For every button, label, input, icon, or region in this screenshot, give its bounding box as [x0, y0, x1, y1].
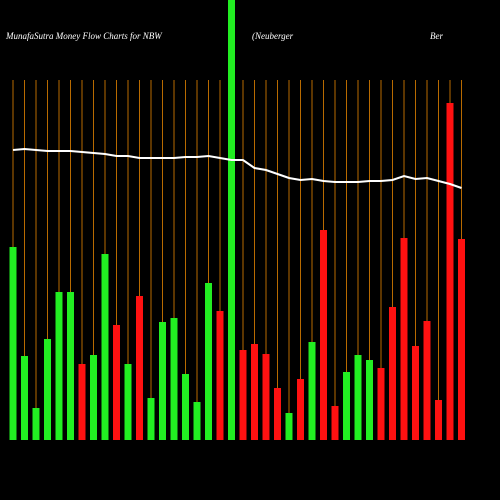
bar [182, 374, 189, 440]
bar [274, 388, 281, 440]
bar [285, 413, 293, 440]
bar [435, 400, 442, 440]
bar [90, 355, 97, 440]
bar [21, 356, 28, 440]
bar [354, 355, 362, 440]
bar [159, 322, 166, 440]
bar [216, 311, 224, 440]
bar [101, 254, 109, 440]
bar [136, 296, 143, 440]
bar [193, 402, 201, 440]
bar [297, 379, 304, 440]
bar [331, 406, 339, 440]
bar [9, 247, 17, 440]
bar [458, 239, 465, 440]
bar [205, 283, 212, 440]
bar [320, 230, 327, 440]
bar [228, 0, 235, 440]
bar [423, 321, 431, 440]
bar [343, 372, 350, 440]
bar [308, 342, 316, 440]
bar [113, 325, 120, 440]
bar [67, 292, 74, 440]
bar [78, 364, 86, 440]
chart-subtitle-end: Ber [430, 31, 443, 41]
bar [32, 408, 40, 440]
bar [44, 339, 51, 440]
money-flow-line [12, 147, 462, 189]
bar [262, 354, 270, 440]
bar [251, 344, 258, 440]
bar [147, 398, 155, 440]
chart-subtitle: (Neuberger [252, 31, 294, 41]
bar [400, 238, 408, 440]
bar [366, 360, 373, 440]
bar [412, 346, 419, 440]
bar [389, 307, 396, 440]
bar [239, 350, 247, 440]
bar [377, 368, 385, 440]
chart-title: MunafaSutra Money Flow Charts for NBW [5, 31, 163, 41]
bar [170, 318, 178, 440]
bar [446, 103, 454, 440]
bar [124, 364, 132, 440]
bar [55, 292, 63, 440]
